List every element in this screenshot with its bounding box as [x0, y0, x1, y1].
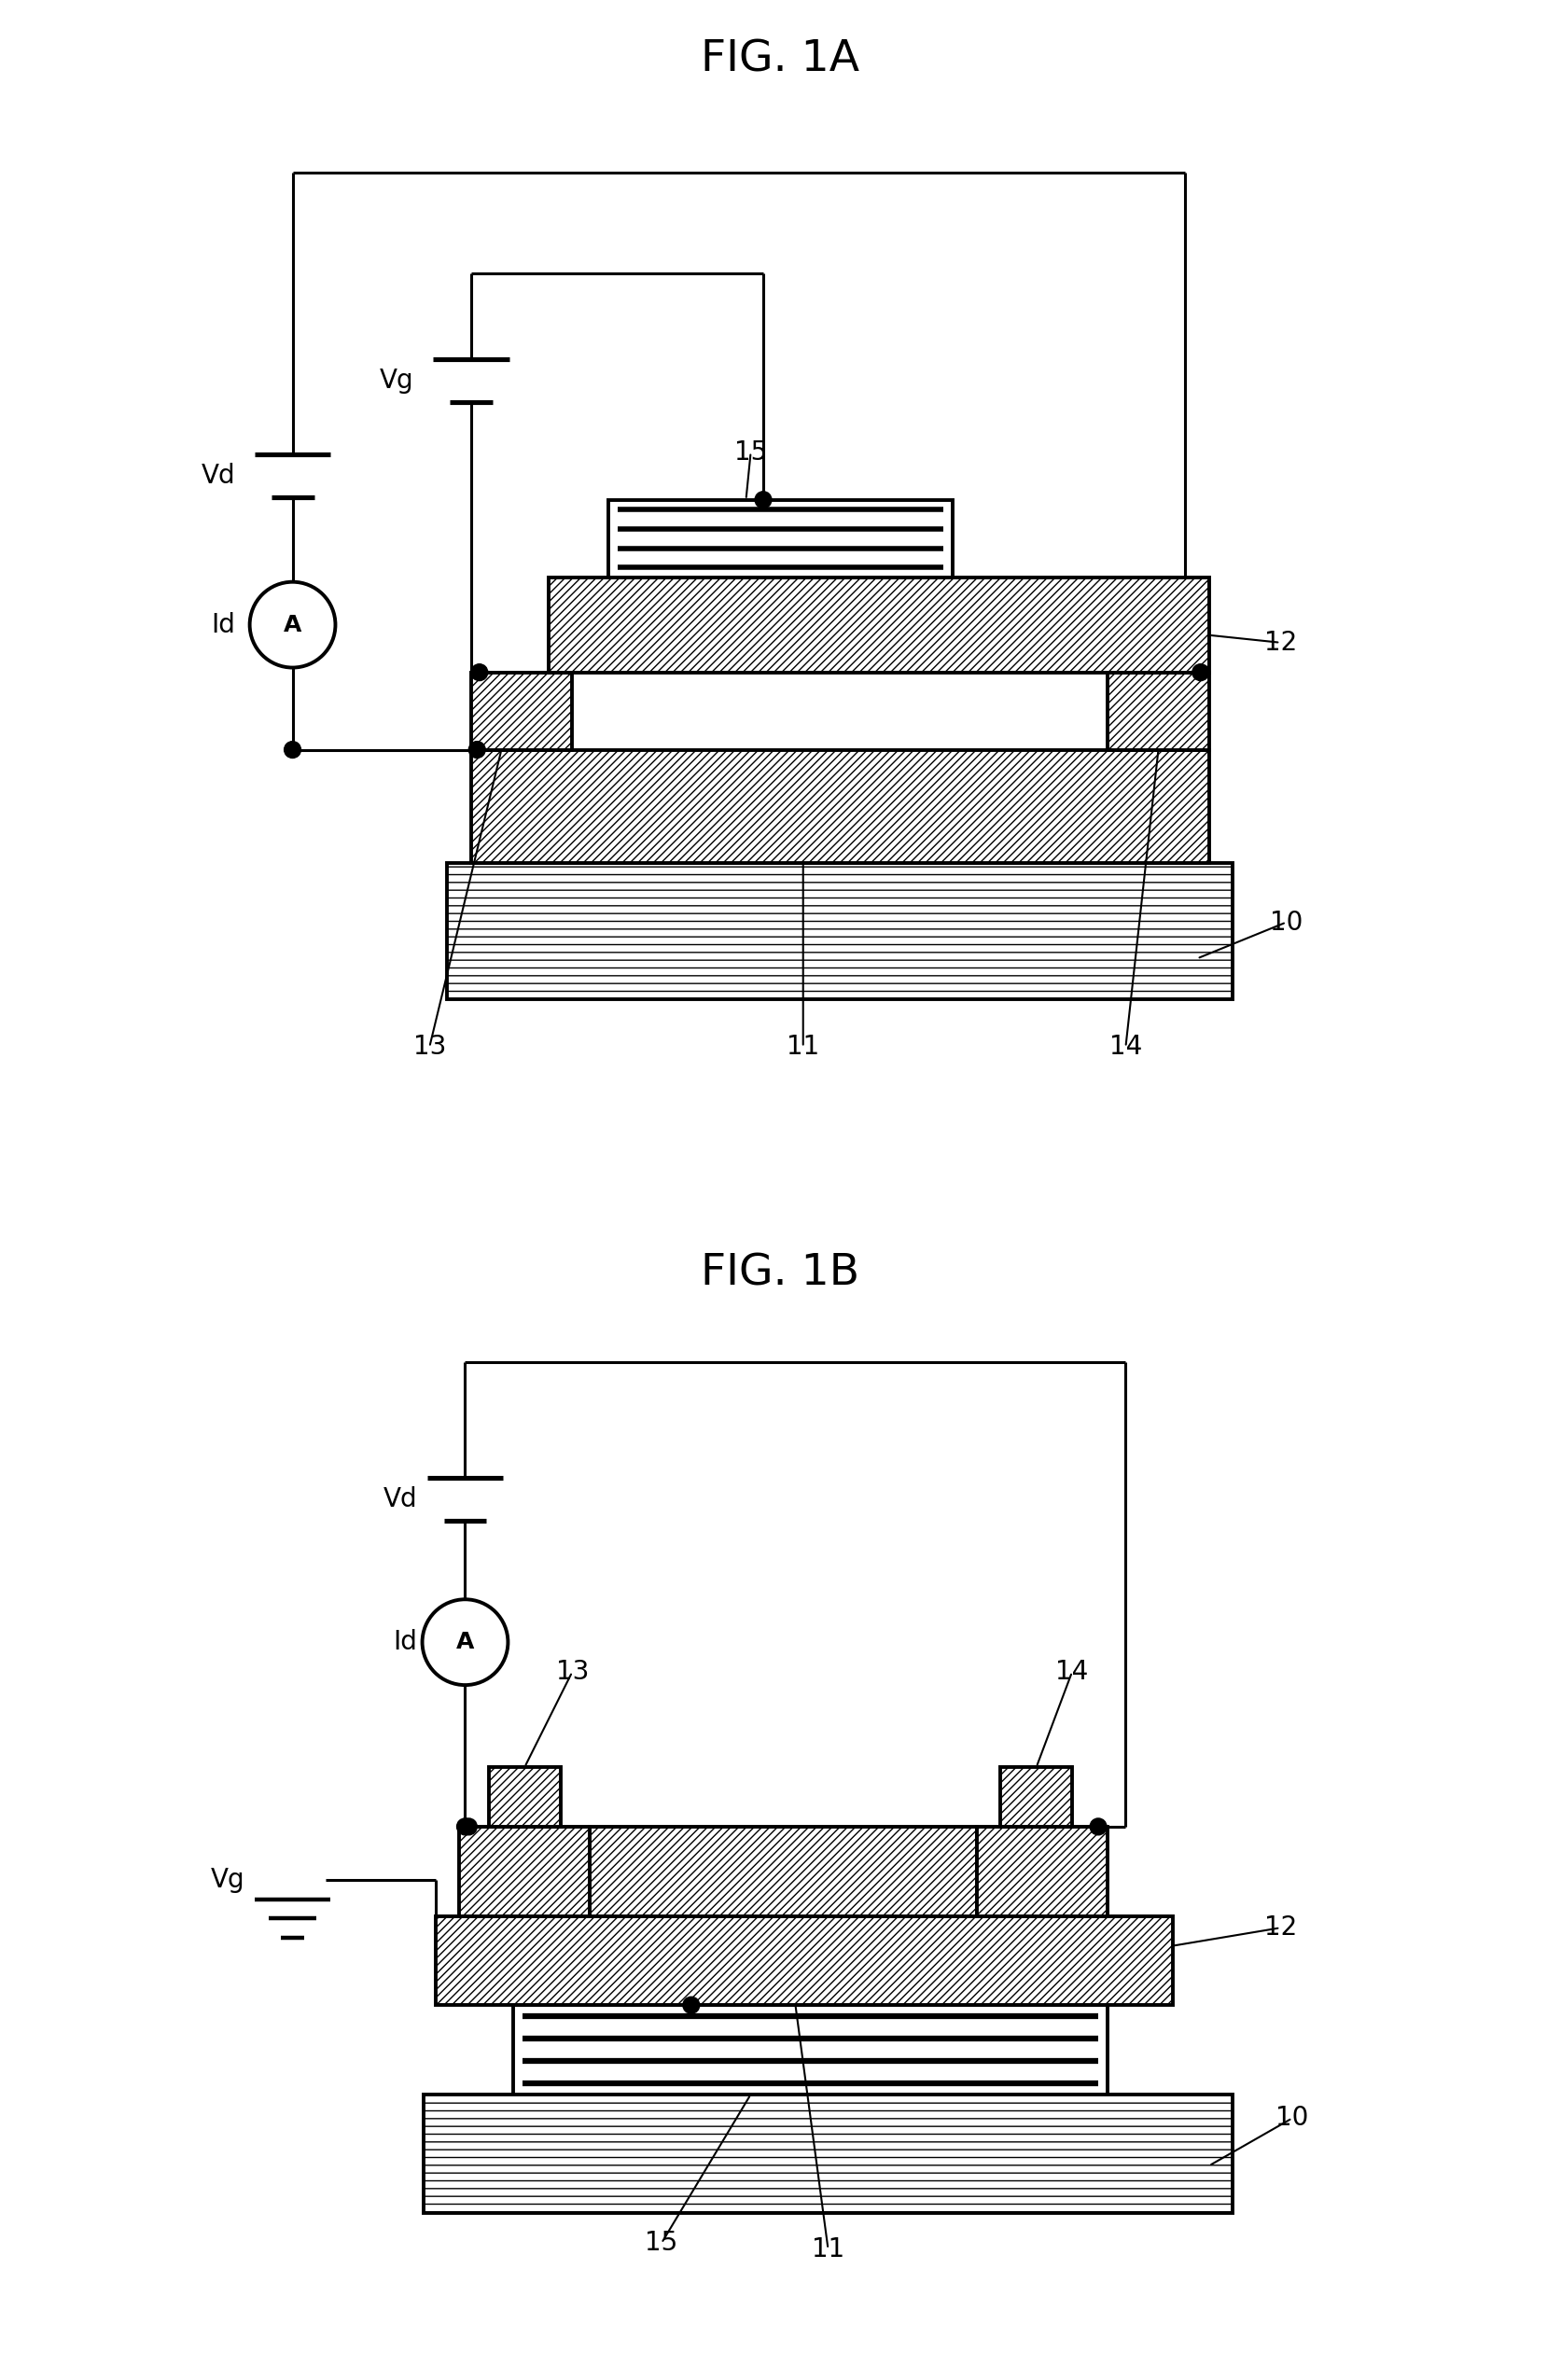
Text: Vg: Vg — [211, 1868, 245, 1892]
Circle shape — [460, 1818, 478, 1835]
Text: A: A — [456, 1630, 475, 1654]
Text: Vg: Vg — [379, 369, 414, 393]
Text: Vd: Vd — [384, 1488, 417, 1511]
Circle shape — [284, 743, 301, 759]
Circle shape — [250, 583, 336, 666]
Circle shape — [682, 1997, 699, 2013]
Bar — [459, 1828, 590, 1916]
Text: Vd: Vd — [201, 464, 236, 488]
Bar — [607, 500, 954, 576]
Bar — [512, 2004, 1108, 2094]
Bar — [471, 750, 1208, 862]
Text: 14: 14 — [1055, 1659, 1088, 1685]
Bar — [590, 1828, 977, 1916]
Text: 14: 14 — [1110, 1035, 1143, 1059]
Text: 10: 10 — [1275, 2106, 1308, 2130]
Text: 15: 15 — [734, 440, 766, 464]
Text: Id: Id — [211, 612, 236, 638]
Circle shape — [1193, 664, 1208, 681]
Text: Id: Id — [393, 1630, 417, 1654]
Text: 12: 12 — [1264, 631, 1297, 654]
Bar — [423, 2094, 1233, 2213]
Text: FIG. 1B: FIG. 1B — [701, 1252, 860, 1295]
Bar — [471, 671, 573, 750]
Bar — [1108, 671, 1208, 750]
Text: A: A — [284, 614, 301, 635]
Bar — [1001, 1766, 1072, 1828]
Circle shape — [756, 493, 771, 509]
Bar — [548, 578, 1208, 671]
Circle shape — [468, 743, 485, 759]
Text: 13: 13 — [556, 1659, 588, 1685]
Circle shape — [457, 1818, 473, 1835]
Bar — [436, 1916, 1174, 2004]
Bar — [977, 1828, 1108, 1916]
Text: 15: 15 — [645, 2230, 677, 2256]
Circle shape — [471, 664, 487, 681]
Bar — [448, 862, 1233, 1000]
Text: 10: 10 — [1269, 909, 1303, 935]
Text: 11: 11 — [812, 2237, 845, 2261]
Circle shape — [423, 1599, 507, 1685]
Circle shape — [1090, 1818, 1107, 1835]
Text: 12: 12 — [1264, 1916, 1297, 1940]
Text: 13: 13 — [414, 1035, 446, 1059]
Text: FIG. 1A: FIG. 1A — [701, 38, 860, 81]
Text: 11: 11 — [787, 1035, 820, 1059]
Bar — [489, 1766, 560, 1828]
